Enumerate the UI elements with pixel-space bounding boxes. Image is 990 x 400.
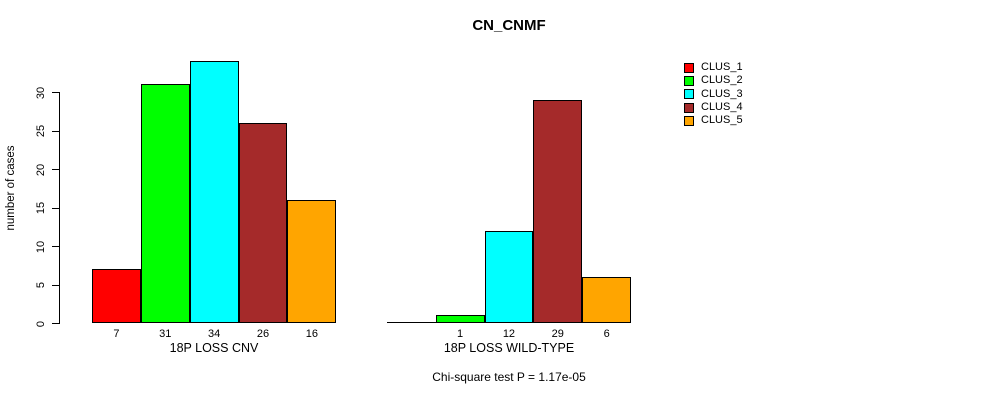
- bar-value-label: 29: [551, 328, 564, 340]
- y-axis-tick: [52, 323, 59, 324]
- y-axis-tick: [52, 284, 59, 286]
- bar-clus_4-group2: [533, 99, 583, 323]
- legend-label: CLUS_3: [701, 87, 743, 100]
- legend-swatch-clus_3: [684, 89, 694, 100]
- y-axis-tick: [52, 130, 59, 132]
- chi-square-annotation: Chi-square test P = 1.17e-05: [432, 370, 586, 384]
- bar-value-label: 12: [502, 328, 516, 340]
- bar-value-label: 16: [305, 328, 318, 340]
- y-axis-tick-label: 30: [35, 86, 47, 99]
- y-axis-tick-label: 5: [35, 281, 47, 289]
- legend-item-clus_1: CLUS_1: [684, 61, 743, 74]
- legend-swatch-clus_2: [684, 75, 694, 86]
- legend-item-clus_3: CLUS_3: [684, 88, 743, 101]
- bar-clus_1-group2: [386, 322, 436, 323]
- bar-value-label: 26: [256, 328, 270, 340]
- legend-item-clus_4: CLUS_4: [684, 101, 743, 114]
- legend-swatch-clus_4: [684, 102, 694, 113]
- legend-label: CLUS_5: [701, 114, 743, 127]
- y-axis-tick-label: 0: [35, 320, 47, 327]
- bar-clus_5-group1: [287, 199, 337, 323]
- bar-value-label: 34: [208, 328, 221, 340]
- y-axis-tick: [52, 169, 59, 170]
- y-axis-tick: [52, 246, 59, 247]
- legend-item-clus_2: CLUS_2: [684, 74, 743, 87]
- bar-clus_3-group2: [484, 230, 534, 323]
- y-axis-tick-label: 10: [35, 240, 47, 253]
- bar-clus_1-group1: [92, 269, 141, 323]
- legend-label: CLUS_4: [701, 100, 743, 113]
- y-axis-tick: [52, 92, 59, 93]
- x-axis-label-group-2: 18P LOSS WILD-TYPE: [443, 341, 575, 355]
- chart-title: CN_CNMF: [472, 17, 546, 34]
- y-axis-line: [59, 92, 61, 324]
- bar-clus_3-group1: [189, 61, 239, 323]
- legend-swatch-clus_1: [684, 62, 694, 73]
- bar-clus_2-group2: [435, 315, 485, 323]
- bar-value-label: 6: [603, 328, 610, 340]
- legend-label: CLUS_1: [701, 61, 743, 73]
- legend-item-clus_5: CLUS_5: [684, 114, 743, 127]
- y-axis-tick-label: 15: [35, 201, 47, 215]
- legend-swatch-clus_5: [684, 115, 694, 126]
- bar-value-label: 31: [159, 328, 172, 340]
- y-axis-title: number of cases: [5, 145, 17, 231]
- bar-clus_4-group1: [238, 122, 288, 323]
- bar-clus_5-group2: [582, 276, 632, 323]
- y-axis-tick-label: 25: [35, 124, 47, 138]
- legend: CLUS_1 CLUS_2 CLUS_3 CLUS_4 CLUS_5: [684, 61, 743, 127]
- bar-value-label: 1: [457, 328, 464, 340]
- bar-clus_2-group1: [140, 84, 190, 323]
- y-axis-tick-label: 20: [35, 163, 47, 176]
- legend-label: CLUS_2: [701, 74, 743, 87]
- x-axis-label-group-1: 18P LOSS CNV: [169, 341, 259, 355]
- bar-value-label: 7: [113, 328, 120, 340]
- y-axis-tick: [52, 207, 59, 209]
